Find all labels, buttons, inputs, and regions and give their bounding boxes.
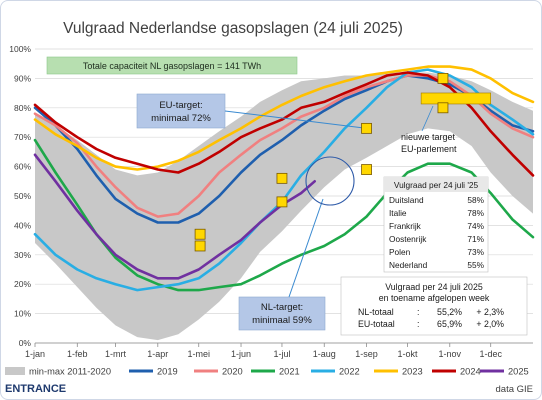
eu-target-label: minimaal 72% bbox=[151, 113, 211, 124]
country-table-title: Vulgraad per 24 juli '25 bbox=[394, 180, 479, 190]
summary-row-colon: : bbox=[417, 319, 419, 329]
marker-unlabeled bbox=[276, 196, 288, 208]
x-tick-label: 1-okt bbox=[397, 349, 418, 359]
series-lines bbox=[33, 65, 535, 292]
series-line-2023 bbox=[33, 65, 535, 171]
legend-label: min-max 2011-2020 bbox=[29, 367, 111, 377]
summary-row-value: 65,9% bbox=[437, 319, 462, 329]
y-tick-label: 60% bbox=[14, 162, 31, 172]
country-name: Oostenrijk bbox=[389, 234, 427, 244]
eu-target-box bbox=[136, 93, 226, 129]
eu-target-label: EU-target: bbox=[159, 100, 202, 111]
marker-Frankrijk bbox=[437, 102, 449, 114]
axes: 1-jan 1-feb 1-mrt 1-apr 1-mei 1-jun 1-jul 1-aug… bbox=[25, 342, 533, 359]
summary-row-label: NL-totaal bbox=[358, 307, 394, 317]
legend-label: 2021 bbox=[279, 367, 300, 377]
country-name: Italie bbox=[389, 208, 407, 218]
x-tick-label: 1-jul bbox=[273, 349, 290, 359]
legend: min-max 2011-2020 2019 2020 2021 2022 2023 202… bbox=[5, 367, 529, 377]
country-name: Frankrijk bbox=[389, 221, 422, 231]
new-target-label: EU-parlement bbox=[401, 144, 457, 154]
nl-target-box bbox=[238, 296, 326, 331]
country-value: 78% bbox=[467, 208, 484, 218]
marker-unlabeled bbox=[194, 240, 206, 252]
series-line-2021 bbox=[33, 138, 535, 292]
x-tick-label: 1-jun bbox=[231, 349, 251, 359]
summary-box bbox=[340, 276, 528, 336]
country-name: Polen bbox=[389, 247, 411, 257]
new-target-arrow bbox=[421, 105, 434, 132]
series-line-2019 bbox=[33, 74, 535, 224]
marker-Oostenrijk bbox=[194, 228, 206, 240]
y-tick-label: 90% bbox=[14, 73, 31, 83]
series-line-2025 bbox=[33, 153, 317, 280]
y-tick-label: 30% bbox=[14, 250, 31, 260]
annotations: Totale capaciteit NL gasopslagen = 141 T… bbox=[46, 56, 528, 336]
country-name: Nederland bbox=[389, 260, 428, 270]
x-tick-label: 1-dec bbox=[479, 349, 502, 359]
legend-label: 2023 bbox=[402, 367, 423, 377]
chart-title: Vulgraad Nederlandse gasopslagen (24 jul… bbox=[63, 20, 403, 37]
nl-target-label: NL-target: bbox=[261, 302, 303, 313]
nl-target-arrow bbox=[288, 198, 324, 298]
y-tick-label: 50% bbox=[14, 191, 31, 201]
marker-Italie bbox=[437, 73, 449, 84]
country-value: 71% bbox=[467, 234, 484, 244]
series-line-2024 bbox=[33, 71, 535, 177]
new-target-bar bbox=[420, 92, 492, 105]
y-tick-label: 70% bbox=[14, 132, 31, 142]
legend-swatch-band bbox=[5, 367, 25, 375]
x-tick-label: 1-nov bbox=[439, 349, 462, 359]
marker-Duitsland bbox=[361, 122, 372, 134]
capacity-box bbox=[46, 56, 298, 75]
y-tick-label: 0% bbox=[19, 338, 32, 348]
x-tick-label: 1-jan bbox=[25, 349, 45, 359]
summary-title: en toename afgelopen week bbox=[379, 293, 490, 303]
marker-Polen bbox=[276, 172, 288, 184]
x-tick-label: 1-feb bbox=[67, 349, 88, 359]
x-tick-label: 1-apr bbox=[147, 349, 168, 359]
nl-target-label: minimaal 59% bbox=[252, 315, 312, 326]
x-tick-label: 1-mei bbox=[187, 349, 210, 359]
x-tick-label: 1-aug bbox=[313, 349, 336, 359]
legend-label: 2024 bbox=[460, 367, 481, 377]
country-markers bbox=[194, 73, 449, 252]
summary-row-change: + 2,3% bbox=[476, 307, 504, 317]
legend-label: 2019 bbox=[157, 367, 178, 377]
x-tick-label: 1-mrt bbox=[105, 349, 126, 359]
y-tick-label: 100% bbox=[9, 44, 31, 54]
country-value: 74% bbox=[467, 221, 484, 231]
y-tick-label: 20% bbox=[14, 279, 31, 289]
country-table-box bbox=[383, 176, 489, 273]
summary-row-colon: : bbox=[417, 307, 419, 317]
country-value: 73% bbox=[467, 247, 484, 257]
footer: ENTRANCE data GIE bbox=[5, 383, 533, 395]
entrance-logo: ENTRANCE bbox=[5, 383, 66, 395]
summary-row-label: EU-totaal bbox=[358, 319, 395, 329]
marker-Nederland bbox=[361, 164, 372, 175]
legend-label: 2020 bbox=[222, 367, 243, 377]
legend-label: 2022 bbox=[339, 367, 360, 377]
legend-label: 2025 bbox=[508, 367, 529, 377]
y-tick-label: 80% bbox=[14, 103, 31, 113]
country-value: 58% bbox=[467, 195, 484, 205]
source-label: data GIE bbox=[496, 384, 534, 395]
capacity-label: Totale capaciteit NL gasopslagen = 141 T… bbox=[83, 61, 261, 71]
summary-row-value: 55,2% bbox=[437, 307, 462, 317]
summary-row-change: + 2,0% bbox=[476, 319, 504, 329]
y-tick-label: 40% bbox=[14, 220, 31, 230]
country-table-header bbox=[384, 177, 488, 192]
country-name: Duitsland bbox=[389, 195, 424, 205]
highlight-circle bbox=[305, 156, 355, 206]
country-value: 55% bbox=[467, 260, 484, 270]
x-tick-label: 1-sep bbox=[355, 349, 378, 359]
summary-title: Vulgraad per 24 juli 2025 bbox=[385, 282, 483, 292]
y-tick-label: 10% bbox=[14, 309, 31, 319]
new-target-label: nieuwe target bbox=[401, 132, 456, 142]
series-line-2020 bbox=[33, 74, 535, 218]
eu-target-arrow bbox=[224, 110, 373, 130]
